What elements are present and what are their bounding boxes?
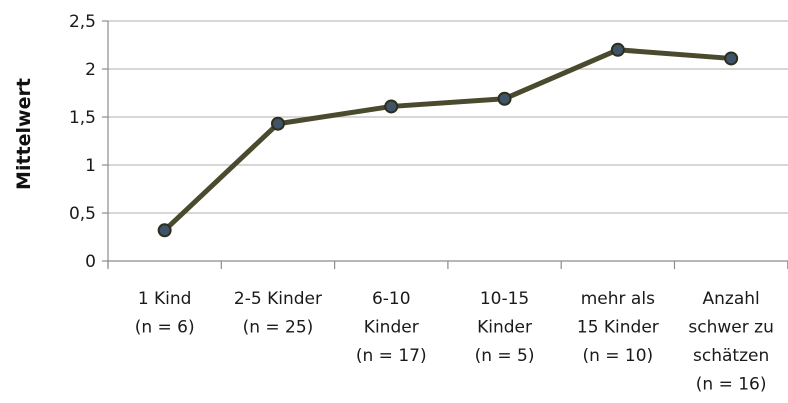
y-tick-labels: 0 0,5 1 1,5 2 2,5 [69, 12, 96, 272]
x-tick-label: Anzahl schwer zu schätzen (n = 16) [688, 289, 773, 395]
series [157, 42, 739, 238]
data-point [157, 223, 172, 238]
y-tick-label: 0,5 [69, 204, 96, 224]
x-tick-label: 1 Kind (n = 6) [135, 289, 195, 338]
y-tick-label: 1 [85, 156, 96, 176]
data-point [497, 91, 512, 106]
y-tick-label: 2,5 [69, 12, 96, 32]
y-tick-label: 1,5 [69, 108, 96, 128]
y-axis-label: Mittelwert [13, 78, 35, 190]
x-tick-label: 10-15 Kinder (n = 5) [475, 289, 535, 366]
data-point [384, 99, 399, 114]
x-tick-label: mehr als 15 Kinder (n = 10) [577, 289, 659, 366]
y-tick-label: 0 [85, 252, 96, 272]
axes [102, 20, 788, 269]
data-point [724, 51, 739, 66]
y-tick-label: 2 [85, 60, 96, 80]
x-tick-labels: 1 Kind (n = 6) 2-5 Kinder (n = 25) 6-10 Kinde… [135, 289, 774, 395]
data-point [610, 42, 625, 57]
series-line [162, 47, 734, 233]
x-tick-label: 6-10 Kinder (n = 17) [356, 289, 427, 366]
data-point [270, 116, 285, 131]
x-tick-label: 2-5 Kinder (n = 25) [234, 289, 322, 338]
gridlines [108, 20, 788, 214]
